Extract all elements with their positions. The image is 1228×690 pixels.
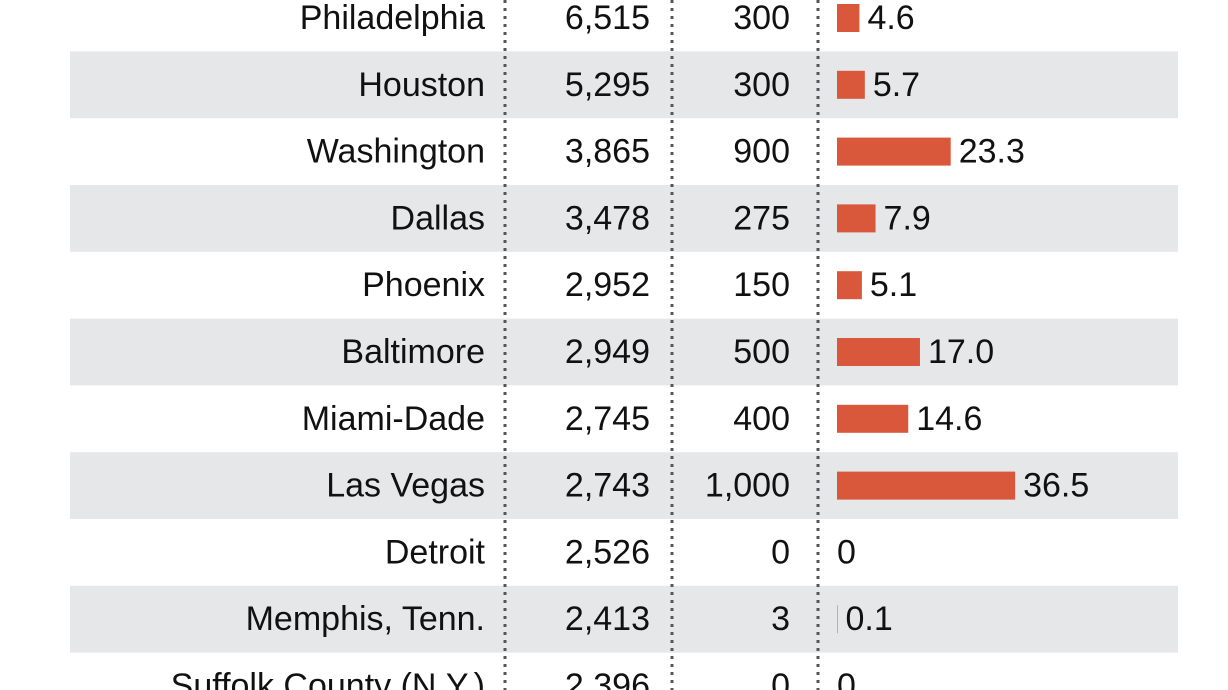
row-shade: [70, 185, 1178, 252]
bar-label: 4.6: [867, 0, 914, 37]
city-label: Phoenix: [362, 266, 485, 304]
city-label: Detroit: [385, 533, 486, 571]
cell: 2,949: [565, 333, 650, 371]
bar-label: 14.6: [916, 400, 982, 438]
cell: 400: [733, 400, 790, 438]
cell: 300: [733, 66, 790, 104]
cell: 300: [733, 0, 790, 37]
city-label: Baltimore: [341, 333, 485, 371]
bar: [837, 204, 876, 233]
bar: [837, 70, 865, 99]
city-label: Houston: [358, 66, 485, 104]
city-label: Las Vegas: [326, 467, 485, 505]
cell: 900: [733, 133, 790, 171]
bar-label: 0: [837, 533, 856, 571]
cell: 6,515: [565, 0, 650, 37]
city-label: Washington: [307, 133, 485, 171]
row-shade: [70, 51, 1178, 119]
cell: 1,000: [705, 467, 790, 505]
cell: 0: [771, 667, 790, 690]
cell: 150: [733, 266, 790, 304]
bar-label: 5.7: [873, 66, 920, 104]
bar-label: 7.9: [884, 199, 931, 237]
cell: 0: [771, 533, 790, 571]
bar-label: 17.0: [928, 333, 994, 371]
row-shade: [70, 585, 1178, 653]
cell: 3,478: [565, 199, 650, 237]
city-label: Memphis, Tenn.: [246, 600, 485, 638]
city-label: Dallas: [391, 199, 485, 237]
bar: [837, 271, 862, 300]
cell: 275: [733, 199, 790, 237]
cell: 2,396: [565, 667, 650, 690]
bar-label: 0.1: [845, 600, 892, 638]
cell: 500: [733, 333, 790, 371]
cell: 5,295: [565, 66, 650, 104]
bar: [837, 471, 1016, 500]
cell: 3,865: [565, 133, 650, 171]
cell: 2,745: [565, 400, 650, 438]
bar-label: 5.1: [870, 266, 917, 304]
bar: [837, 404, 909, 433]
cell: 2,952: [565, 266, 650, 304]
city-label: Philadelphia: [300, 0, 485, 37]
bar: [837, 4, 860, 32]
bar-label: 36.5: [1023, 467, 1089, 505]
bar-label: 0: [837, 667, 856, 690]
bar: [837, 338, 920, 366]
cell: 3: [771, 600, 790, 638]
bar: [837, 137, 951, 166]
cell: 2,413: [565, 600, 650, 638]
city-label: Suffolk County (N.Y.): [171, 667, 485, 690]
cell: 2,743: [565, 467, 650, 505]
city-label: Miami-Dade: [302, 400, 485, 438]
cell: 2,526: [565, 533, 650, 571]
row-shade: [70, 318, 1178, 386]
bar-label: 23.3: [959, 133, 1025, 171]
